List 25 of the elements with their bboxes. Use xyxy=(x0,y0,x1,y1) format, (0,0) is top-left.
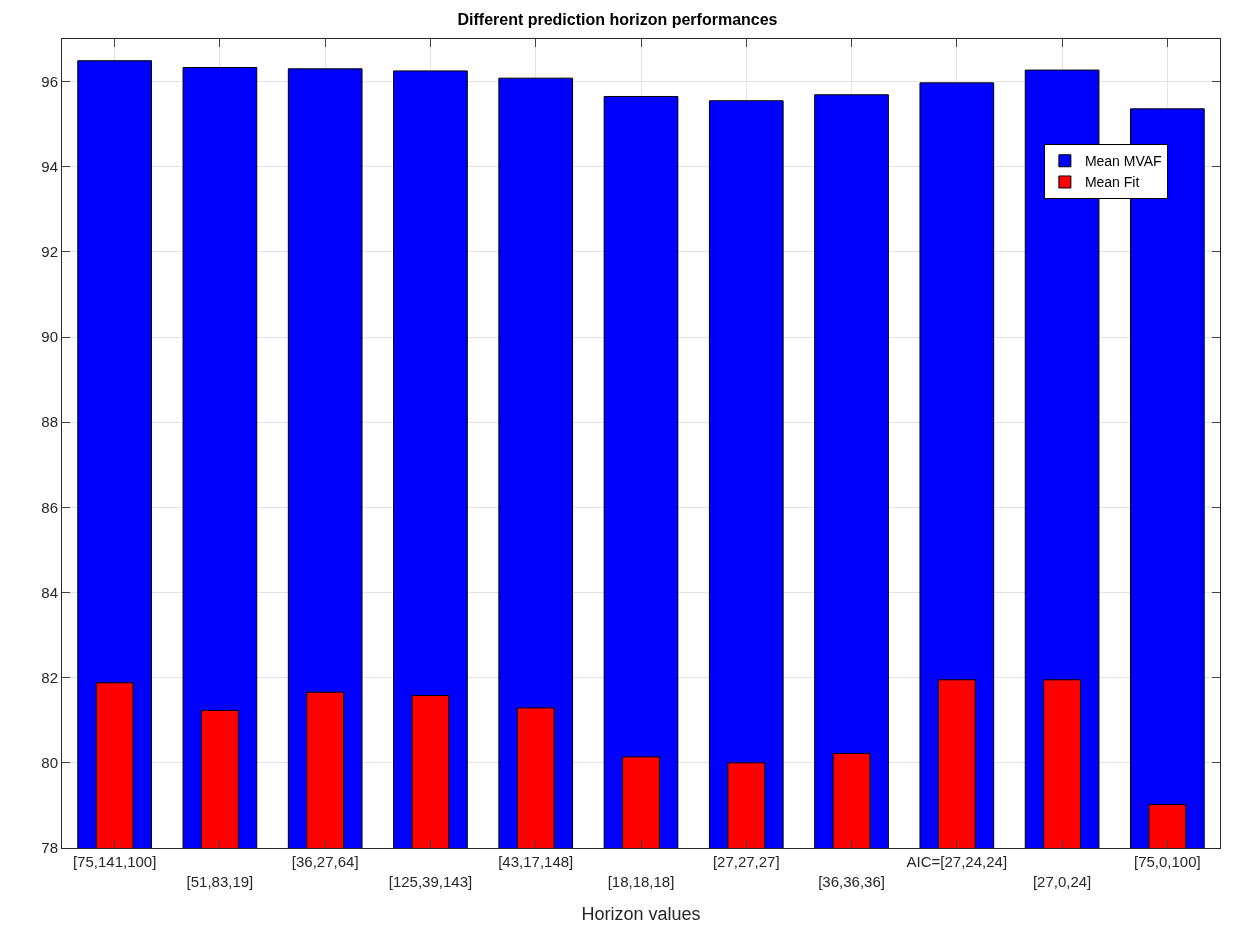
y-tick-label: 78 xyxy=(41,839,58,857)
x-tick-label: [27,27,27] xyxy=(712,853,780,870)
legend-label: Mean MVAF xyxy=(1084,153,1162,170)
x-tick-label: [75,0,100] xyxy=(1133,853,1201,870)
y-tick-label: 94 xyxy=(41,157,58,175)
x-tick-label: [18,18,18] xyxy=(607,872,675,890)
chart-title: Different prediction horizon performances xyxy=(457,11,778,29)
y-tick-label: 86 xyxy=(41,498,58,516)
y-tick-label: 82 xyxy=(41,668,58,686)
y-tick-label: 90 xyxy=(41,328,58,346)
y-tick-label: 80 xyxy=(41,754,58,772)
x-tick-label: [36,36,36] xyxy=(818,872,885,890)
x-tick-label: AIC=[27,24,24] xyxy=(906,853,1008,870)
y-tick-label: 96 xyxy=(41,72,58,90)
x-tick-label: [51,83,19] xyxy=(186,872,254,890)
x-tick-label: [27,0,24] xyxy=(1032,872,1092,890)
x-tick-label: [125,39,143] xyxy=(388,872,473,890)
y-tick-label: 92 xyxy=(41,243,58,261)
y-tick-label: 88 xyxy=(41,413,58,431)
legend-label: Mean Fit xyxy=(1084,174,1140,191)
y-tick-label: 84 xyxy=(41,583,58,601)
x-axis-title: Horizon values xyxy=(581,903,701,924)
x-tick-label: [43,17,148] xyxy=(498,853,574,870)
x-tick-label: [36,27,64] xyxy=(291,853,359,870)
x-tick-label: [75,141,100] xyxy=(72,853,157,870)
